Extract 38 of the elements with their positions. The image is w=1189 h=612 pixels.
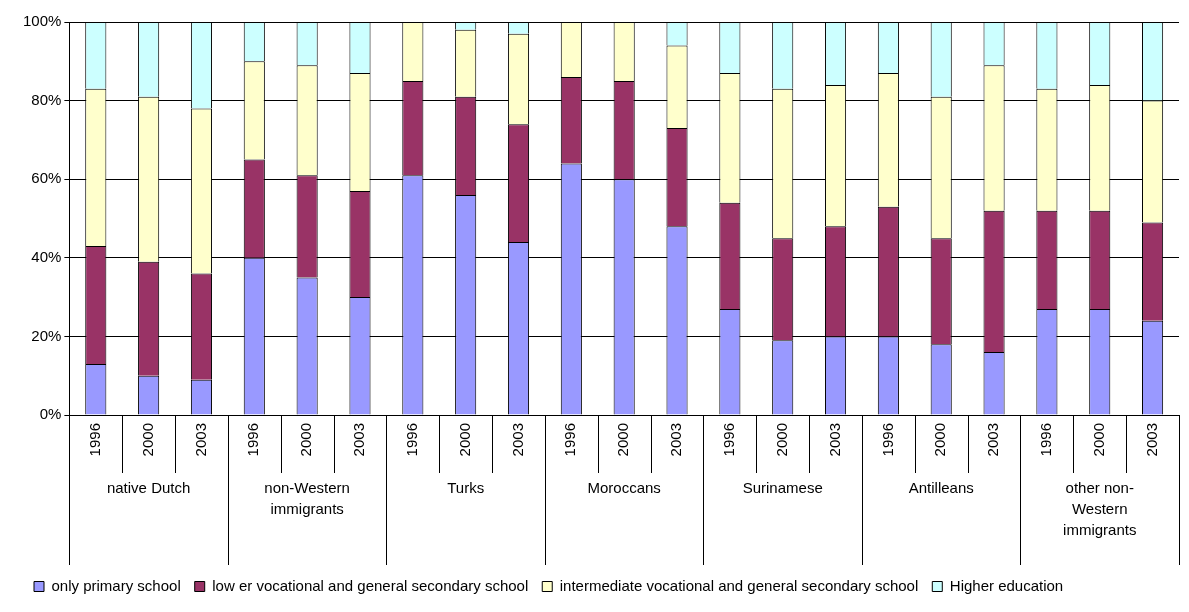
text: Surinamese [742, 478, 823, 496]
text: Antilleans [908, 478, 974, 496]
x-tick-label: 1996 [878, 423, 896, 457]
y-tick-label: 100% [22, 12, 62, 30]
x-tick-label: 2003 [350, 423, 368, 457]
y-tick-label: 60% [31, 169, 62, 187]
x-tick-label: 2000 [772, 423, 790, 457]
x-tick-label: 2000 [931, 423, 949, 457]
x-tick-label: 2003 [508, 423, 526, 457]
legend-label: Higher education [949, 576, 1064, 594]
x-tick-label: 2000 [297, 423, 315, 457]
x-tick-label: 1996 [1037, 423, 1055, 457]
x-tick-label: 2000 [455, 423, 473, 457]
text: native Dutch [106, 478, 191, 496]
legend-label: low er vocational and general secondary school [212, 576, 529, 594]
x-tick-label: 2003 [191, 423, 209, 457]
x-tick-label: 2003 [667, 423, 685, 457]
text: other non- Western immigrants [1063, 478, 1137, 538]
x-tick-label: 2000 [1089, 423, 1107, 457]
x-tick-label: 1996 [85, 423, 103, 457]
x-tick-label: 1996 [561, 423, 579, 457]
y-tick-label: 40% [31, 247, 62, 265]
y-tick-label: 80% [31, 90, 62, 108]
x-tick-label: 1996 [402, 423, 420, 457]
x-tick-label: 1996 [720, 423, 737, 457]
text: non-Western immigrants [264, 478, 350, 517]
x-tick-label: 2000 [138, 423, 156, 457]
legend-label: intermediate vocational and general secondary school [559, 576, 919, 594]
legend-label: only primary school [51, 576, 181, 594]
text: Moroccans [587, 478, 661, 496]
text: Turks [447, 478, 485, 496]
x-tick-label: 2003 [1142, 423, 1160, 457]
x-tick-label: 2000 [614, 423, 632, 457]
y-tick-label: 0% [39, 405, 62, 423]
x-tick-label: 2003 [825, 423, 843, 457]
x-tick-label: 2003 [984, 423, 1002, 457]
y-tick-label: 20% [31, 326, 62, 344]
x-tick-label: 1996 [244, 423, 262, 457]
